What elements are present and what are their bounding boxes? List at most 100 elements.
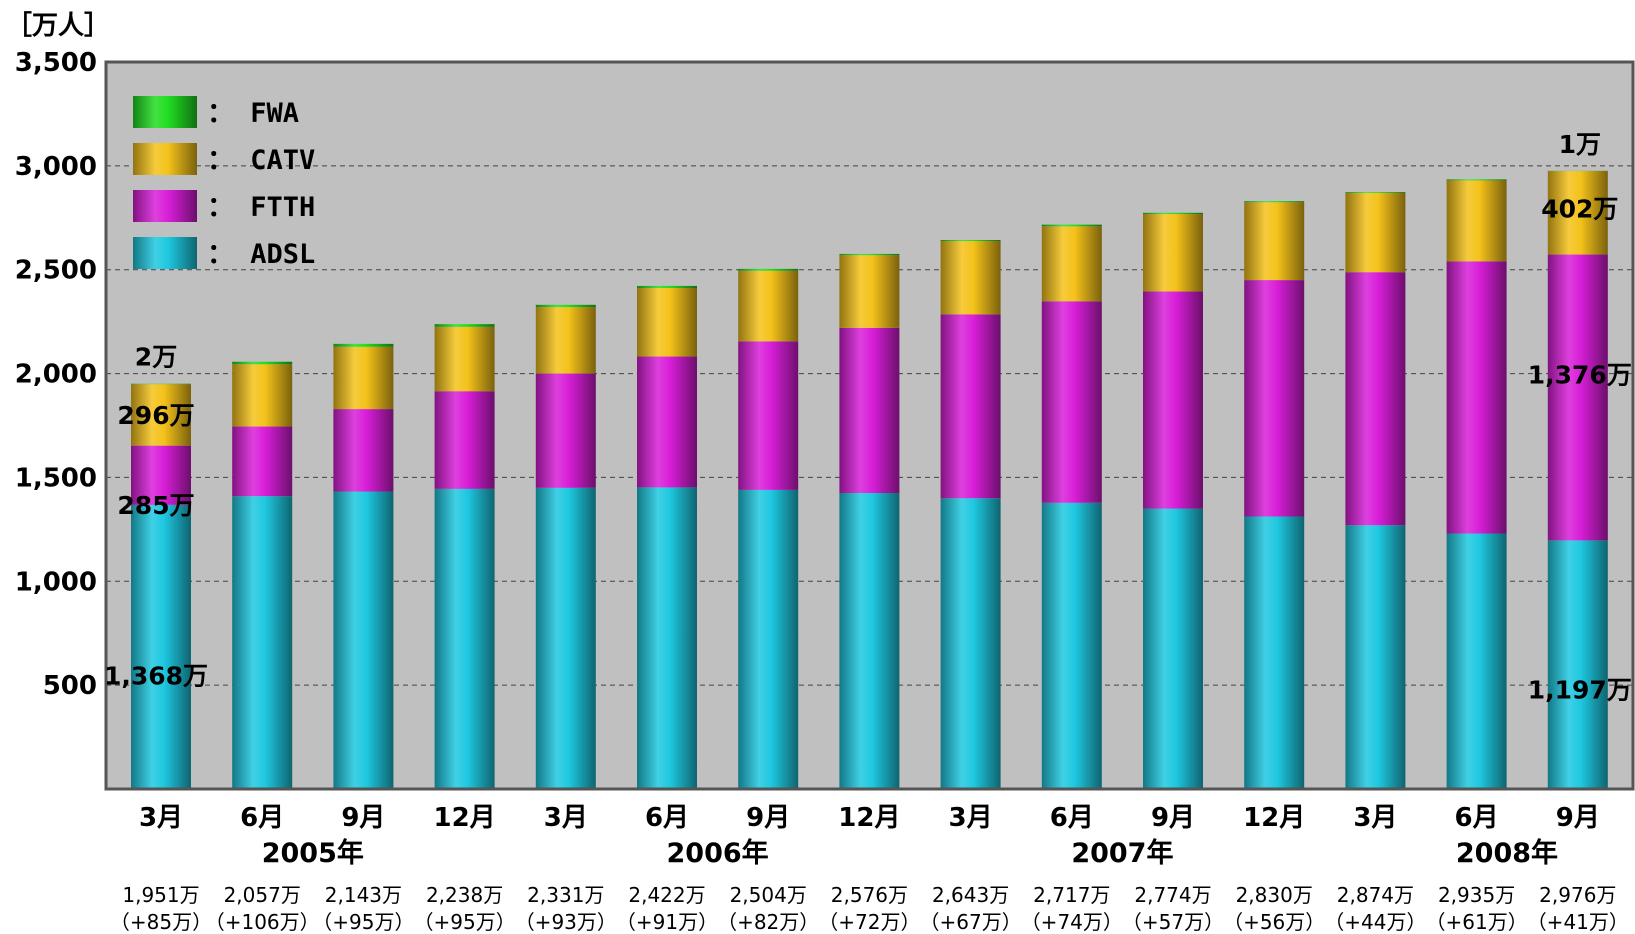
total-label: 2,422万 xyxy=(628,883,705,907)
bar-fwa-11 xyxy=(1244,201,1305,203)
bar-ftth-14 xyxy=(1547,254,1608,541)
total-label: 2,504万 xyxy=(730,883,807,907)
bar-ftth-12 xyxy=(1345,272,1406,526)
bar-ftth-11 xyxy=(1244,280,1305,517)
data-label-catv: 296万 xyxy=(117,401,194,430)
bar-catv-11 xyxy=(1244,202,1305,281)
x-tick-label: 3月 xyxy=(139,803,183,833)
total-label: 1,951万 xyxy=(122,883,199,907)
data-label-catv: 402万 xyxy=(1541,195,1618,224)
bar-fwa-9 xyxy=(1041,224,1102,227)
x-tick-label: 3月 xyxy=(949,803,993,833)
bar-catv-10 xyxy=(1143,214,1203,292)
total-label: 2,935万 xyxy=(1438,883,1515,907)
bar-ftth-3 xyxy=(434,391,495,489)
total-label: 2,576万 xyxy=(831,883,908,907)
year-label: 2005年 xyxy=(262,837,364,869)
bar-catv-2 xyxy=(333,346,394,410)
x-tick-label: 12月 xyxy=(838,803,900,833)
bar-adsl-11 xyxy=(1244,516,1305,789)
bar-adsl-1 xyxy=(232,496,293,789)
y-tick-label: 3,500 xyxy=(15,48,97,78)
bar-catv-0 xyxy=(131,384,191,446)
x-tick-label: 3月 xyxy=(1353,803,1397,833)
plot-frame xyxy=(104,60,1635,791)
bar-adsl-10 xyxy=(1143,508,1203,789)
bar-ftth-13 xyxy=(1446,261,1507,534)
increment-label: （+44万） xyxy=(1324,910,1426,934)
bar-fwa-7 xyxy=(839,253,900,256)
increment-label: （+95万） xyxy=(413,910,515,934)
y-unit-label: ［万人］ xyxy=(6,11,110,41)
bar-adsl-9 xyxy=(1041,502,1102,789)
total-label: 2,717万 xyxy=(1033,883,1110,907)
increment-label: （+61万） xyxy=(1425,910,1527,934)
y-tick-label: 500 xyxy=(43,671,97,701)
data-label-adsl: 1,197万 xyxy=(1528,676,1632,705)
legend-swatch-adsl xyxy=(133,237,197,269)
total-label: 2,774万 xyxy=(1134,883,1211,907)
x-tick-label: 12月 xyxy=(1243,803,1305,833)
bar-fwa-12 xyxy=(1345,192,1406,193)
y-tick-label: 2,500 xyxy=(15,256,97,286)
bar-catv-13 xyxy=(1446,180,1507,262)
legend-swatch-catv xyxy=(133,143,197,175)
bar-fwa-13 xyxy=(1446,179,1507,181)
y-tick-label: 1,500 xyxy=(15,463,97,493)
legend-label-ftth: ： FTTH xyxy=(207,192,315,223)
x-tick-label: 6月 xyxy=(1455,803,1499,833)
bar-catv-8 xyxy=(940,241,1001,315)
increment-label: （+82万） xyxy=(717,910,819,934)
year-label: 2008年 xyxy=(1456,837,1558,869)
x-tick-label: 9月 xyxy=(1556,803,1600,833)
bar-adsl-2 xyxy=(333,491,394,789)
bar-ftth-0 xyxy=(131,445,191,505)
bar-fwa-1 xyxy=(232,361,293,365)
x-tick-label: 6月 xyxy=(240,803,284,833)
x-tick-label: 9月 xyxy=(1151,803,1195,833)
x-tick-label: 9月 xyxy=(746,803,790,833)
bar-adsl-3 xyxy=(434,488,495,789)
total-label: 2,331万 xyxy=(527,883,604,907)
bar-ftth-1 xyxy=(232,426,293,497)
bar-fwa-10 xyxy=(1143,212,1203,215)
bar-catv-6 xyxy=(738,270,799,342)
total-label: 2,976万 xyxy=(1539,883,1616,907)
x-tick-label: 3月 xyxy=(544,803,588,833)
year-label: 2007年 xyxy=(1071,837,1173,869)
year-label: 2006年 xyxy=(667,837,769,869)
increment-label: （+95万） xyxy=(312,910,414,934)
increment-label: （+74万） xyxy=(1021,910,1123,934)
x-tick-label: 6月 xyxy=(645,803,689,833)
bar-catv-1 xyxy=(232,364,293,427)
total-label: 2,830万 xyxy=(1236,883,1313,907)
bar-adsl-5 xyxy=(637,487,697,789)
total-label: 2,057万 xyxy=(224,883,301,907)
bar-catv-14 xyxy=(1547,171,1608,255)
bar-catv-3 xyxy=(434,326,495,392)
bar-fwa-3 xyxy=(434,324,495,327)
bar-ftth-6 xyxy=(738,341,799,490)
bar-ftth-8 xyxy=(940,314,1001,499)
bar-ftth-9 xyxy=(1041,301,1102,503)
bar-fwa-6 xyxy=(738,268,799,271)
bar-adsl-12 xyxy=(1345,525,1406,789)
increment-label: （+56万） xyxy=(1223,910,1325,934)
bar-catv-5 xyxy=(637,287,697,357)
bar-catv-7 xyxy=(839,255,900,328)
bar-ftth-10 xyxy=(1143,291,1203,509)
bar-adsl-6 xyxy=(738,489,799,789)
bar-fwa-4 xyxy=(535,304,596,308)
bar-adsl-13 xyxy=(1446,533,1507,789)
bar-catv-12 xyxy=(1345,192,1406,273)
x-tick-label: 9月 xyxy=(341,803,385,833)
increment-label: （+72万） xyxy=(818,910,920,934)
bar-ftth-7 xyxy=(839,327,900,494)
increment-label: （+57万） xyxy=(1122,910,1224,934)
legend-swatch-ftth xyxy=(133,190,197,222)
increment-label: （+41万） xyxy=(1527,910,1629,934)
y-tick-label: 1,000 xyxy=(15,567,97,597)
legend-label-catv: ： CATV xyxy=(207,145,315,176)
bar-fwa-5 xyxy=(637,285,697,288)
